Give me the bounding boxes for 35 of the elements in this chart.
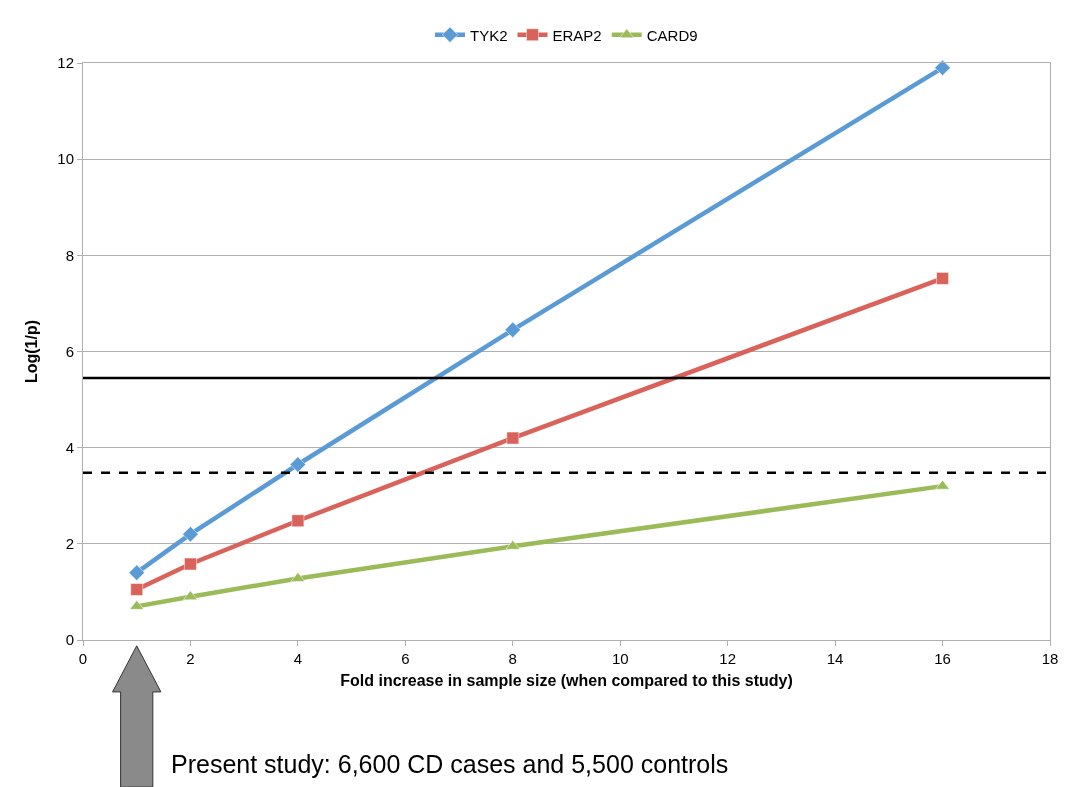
- legend-label: ERAP2: [552, 26, 602, 44]
- x-tick-label: 8: [508, 650, 517, 667]
- point: [505, 539, 520, 550]
- point: [291, 514, 305, 527]
- x-axis-title: Fold increase in sample size (when compared to this study): [340, 671, 793, 689]
- y-tick-label: 0: [65, 631, 74, 649]
- y-tick-label: 6: [65, 342, 74, 360]
- x-tick-label: 6: [401, 650, 410, 667]
- x-tick-label: 16: [934, 650, 951, 667]
- x-tick-label: 2: [186, 650, 195, 667]
- point: [934, 59, 951, 76]
- legend-label: CARD9: [646, 26, 698, 44]
- x-tick-label: 18: [1041, 650, 1059, 667]
- x-tick-label: 14: [826, 650, 844, 667]
- point: [128, 564, 145, 581]
- x-tick-label: 12: [719, 650, 737, 667]
- y-tick-label: 8: [65, 246, 74, 264]
- x-tick-label: 4: [293, 650, 303, 667]
- point: [936, 272, 949, 285]
- point: [182, 526, 199, 543]
- x-tick-label: 10: [611, 650, 629, 667]
- y-tick-label: 10: [57, 150, 74, 168]
- point: [184, 557, 197, 571]
- point: [506, 431, 520, 445]
- y-tick-label: 2: [65, 535, 74, 553]
- point: [935, 479, 950, 490]
- legend-label: TYK2: [470, 26, 508, 44]
- point: [289, 456, 306, 473]
- point: [130, 583, 143, 596]
- x-tick-label: 0: [78, 650, 88, 667]
- y-tick-label: 12: [57, 54, 74, 72]
- y-axis-title: Log(1/p): [23, 319, 41, 384]
- y-tick-label: 4: [65, 438, 74, 456]
- point: [504, 321, 521, 338]
- text: Present study: 6,600 CD cases and 5,500 controls: [171, 750, 729, 778]
